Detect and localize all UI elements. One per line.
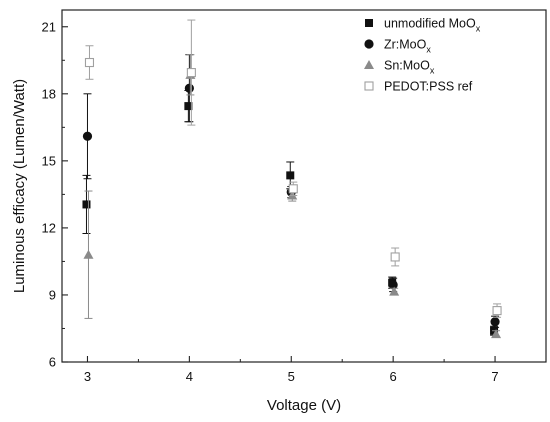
legend-label: PEDOT:PSS ref [384,80,473,94]
series-2 [83,54,502,339]
data-point [491,329,502,339]
data-point [389,286,400,296]
legend-label: Zr:MoOx [384,38,431,55]
x-tick-label: 7 [491,369,498,384]
legend-item: unmodified MoOx [365,17,481,34]
data-point [286,171,295,180]
plot-marks [82,19,502,339]
x-tick-label: 5 [288,369,295,384]
data-point [82,131,93,141]
y-tick-label: 18 [42,86,56,101]
legend-marker [364,60,374,69]
legend-item: PEDOT:PSS ref [364,80,473,94]
data-point [388,280,398,290]
data-point [83,249,94,259]
legend: unmodified MoOx Zr:MoOx Sn:MoOx PEDOT:PSS r… [364,17,481,94]
data-point [492,306,502,316]
legend-marker [364,81,374,91]
y-tick-label: 15 [42,153,56,168]
plot-frame [61,9,547,363]
legend-label: Sn:MoOx [384,59,435,76]
x-tick-label: 4 [186,369,193,384]
series-0 [82,89,499,336]
data-point [186,68,196,78]
legend-marker [365,19,373,27]
y-tick-label: 21 [42,19,56,34]
series-3 [84,19,502,318]
y-tick-label: 12 [42,220,56,235]
y-tick-label: 6 [49,355,56,370]
data-point [390,252,400,262]
legend-item: Zr:MoOx [364,38,431,55]
axis-ticks: 3 4 5 6 7 6 9 12 15 18 21 [42,19,499,384]
y-tick-label: 9 [49,287,56,302]
x-tick-label: 6 [390,369,397,384]
data-point [184,102,193,111]
y-axis-title: Luminous efficacy (Lumen/Watt) [11,79,28,293]
x-axis-title: Voltage (V) [267,397,341,414]
data-point [490,317,500,327]
data-point [184,83,194,93]
data-point [82,200,91,209]
data-point [84,57,95,68]
legend-label: unmodified MoOx [384,17,481,34]
legend-item: Sn:MoOx [364,59,435,76]
data-point [288,184,298,194]
legend-marker [364,39,374,49]
x-tick-label: 3 [84,369,91,384]
